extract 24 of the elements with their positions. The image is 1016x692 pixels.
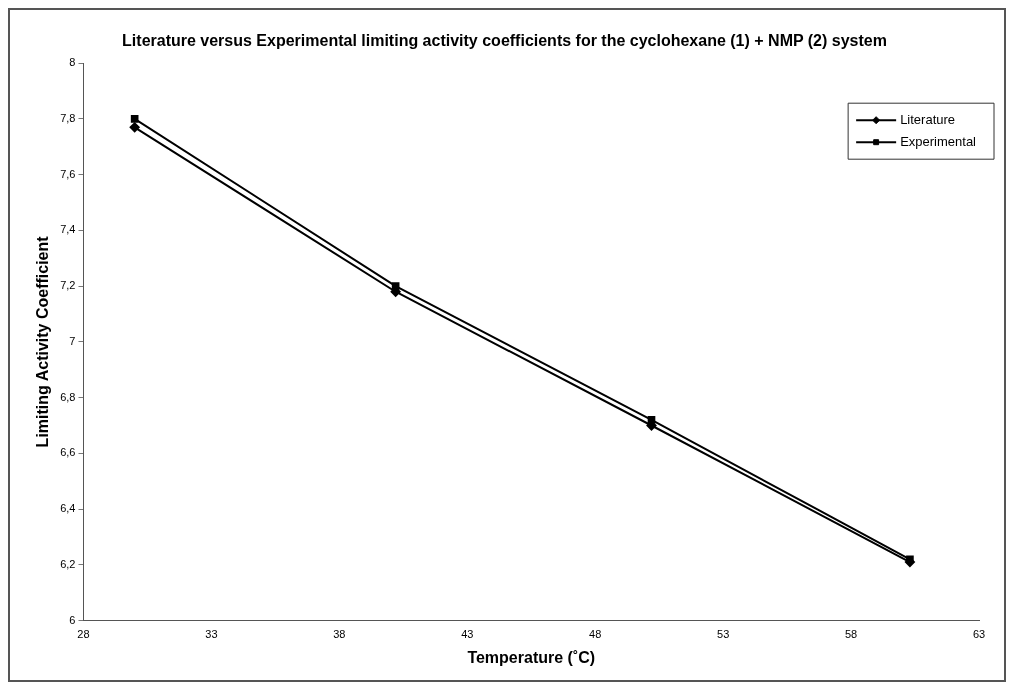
chart-title: Literature versus Experimental limiting activity coefficients for the cyclohexane (1) + NMP (2) system xyxy=(122,32,887,50)
x-tick-label: 28 xyxy=(77,628,90,641)
y-tick-label: 6 xyxy=(69,613,76,626)
y-tick-label: 7,6 xyxy=(60,167,76,180)
y-tick-label: 7,2 xyxy=(60,279,76,292)
x-tick-label: 38 xyxy=(333,628,346,641)
x-tick-label: 58 xyxy=(844,628,858,641)
y-tick-label: 7 xyxy=(69,334,76,347)
y-tick-label: 6,8 xyxy=(60,390,76,403)
x-tick-label: 63 xyxy=(972,628,986,641)
y-tick-label: 8 xyxy=(69,56,76,69)
x-tick-label: 33 xyxy=(205,628,218,641)
y-axis-title: Limiting Activity Coefficient xyxy=(34,235,52,448)
legend-label: Experimental xyxy=(900,133,977,149)
x-tick-label: 48 xyxy=(589,628,602,641)
legend-label: Literature xyxy=(900,111,956,127)
y-tick-label: 7,8 xyxy=(60,111,76,124)
y-tick-label: 6,6 xyxy=(60,446,76,459)
y-tick-label: 6,2 xyxy=(60,557,76,570)
y-tick-label: 6,4 xyxy=(60,502,76,515)
x-tick-label: 53 xyxy=(717,628,730,641)
y-tick-label: 7,4 xyxy=(60,223,76,236)
x-axis-title: Temperature (˚C) xyxy=(467,648,596,666)
x-tick-label: 43 xyxy=(461,628,474,641)
